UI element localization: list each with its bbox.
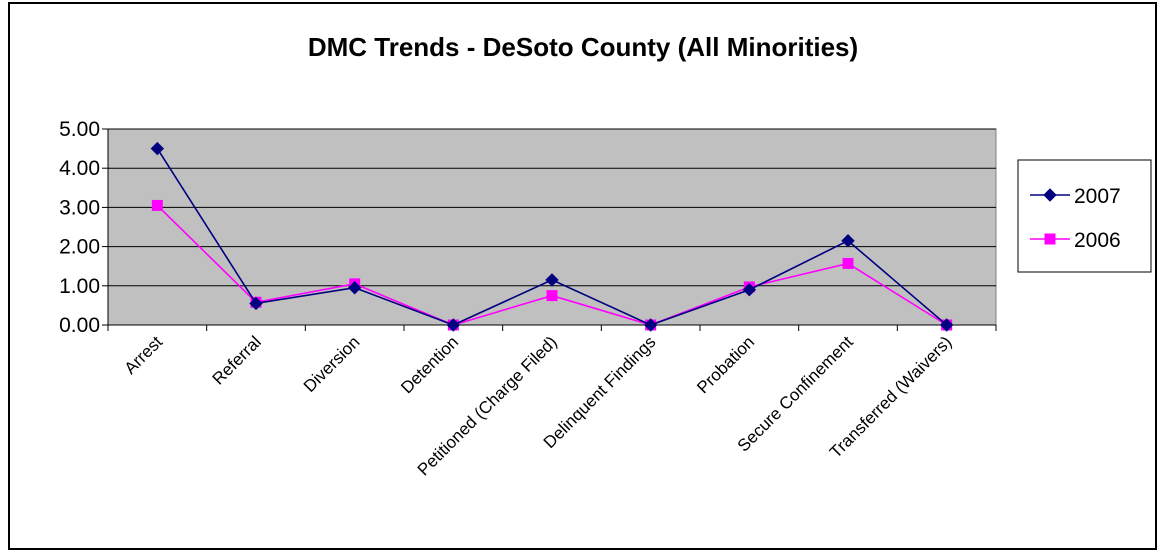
data-point [1044,233,1056,245]
chart-title: DMC Trends - DeSoto County (All Minoriti… [308,32,858,62]
x-tick-label: Detention [397,332,462,397]
data-point [150,141,165,156]
y-tick-label: 3.00 [59,196,100,219]
legend-label: 2007 [1074,185,1121,208]
data-point [1043,188,1057,202]
legend-box [1017,159,1152,273]
data-point [545,273,559,287]
y-tick-label: 1.00 [59,275,100,298]
y-tick-label: 2.00 [59,236,100,259]
data-point [742,283,757,297]
x-tick-label: Referral [209,332,265,388]
data-point [446,318,461,332]
data-point [151,199,163,211]
data-point [939,318,954,332]
data-point [841,234,855,248]
data-point [546,290,558,302]
legend-item-2006: 2006 [1030,229,1121,252]
x-tick-label: Diversion [300,332,364,396]
legend-label: 2006 [1074,229,1121,252]
legend: 2007 2006 [1017,159,1152,273]
y-axis: 0.00 1.00 2.00 3.00 4.00 5.00 [59,118,109,337]
data-point [347,281,362,295]
legend-item-2007: 2007 [1030,185,1121,208]
data-point [249,296,263,311]
y-tick-label: 0.00 [59,314,100,337]
y-tick-label: 4.00 [59,157,100,180]
series-2007 [150,141,954,332]
x-tick-label: Arrest [121,332,167,378]
series-layer [150,141,954,332]
x-tick-label: Delinquent Findings [540,332,660,452]
x-axis: Arrest Referral Diversion DetentionPetition… [107,324,997,479]
grid-lines [108,128,996,287]
data-point [842,257,854,269]
y-tick-label: 5.00 [59,118,100,141]
x-tick-label: Probation [693,332,758,397]
data-point [643,318,658,332]
